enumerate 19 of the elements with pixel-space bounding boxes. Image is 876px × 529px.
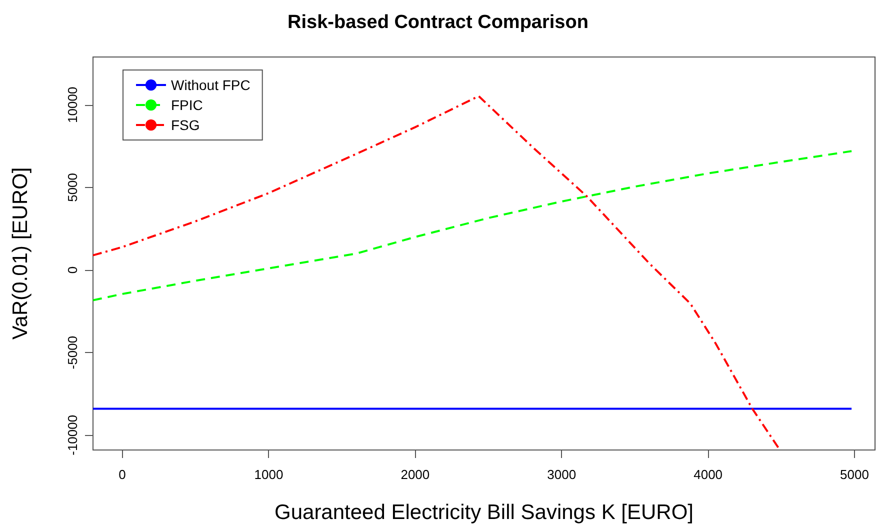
- y-tick-label: 5000: [65, 172, 80, 202]
- chart-title: Risk-based Contract Comparison: [288, 12, 588, 33]
- x-tick-label: 0: [118, 467, 126, 482]
- x-tick-label: 5000: [840, 467, 869, 482]
- y-axis-title: VaR(0.01) [EURO]: [9, 167, 32, 340]
- y-tick-label: -5000: [65, 336, 80, 370]
- x-tick-label: 3000: [547, 467, 576, 482]
- x-tick-label: 2000: [400, 467, 430, 482]
- y-tick-label: 0: [65, 266, 80, 274]
- x-axis-title: Guaranteed Electricity Bill Savings K [EURO]: [274, 501, 694, 524]
- y-tick-label: 10000: [65, 86, 80, 123]
- x-tick-label: 4000: [694, 467, 723, 482]
- y-tick-label: -10000: [65, 414, 80, 456]
- line-series: [92, 150, 853, 302]
- legend-label: FSG: [171, 117, 200, 133]
- legend-label: Without FPC: [171, 77, 250, 93]
- line-series: [92, 95, 780, 450]
- legend-label: FPIC: [171, 97, 203, 113]
- x-tick-label: 1000: [254, 467, 284, 482]
